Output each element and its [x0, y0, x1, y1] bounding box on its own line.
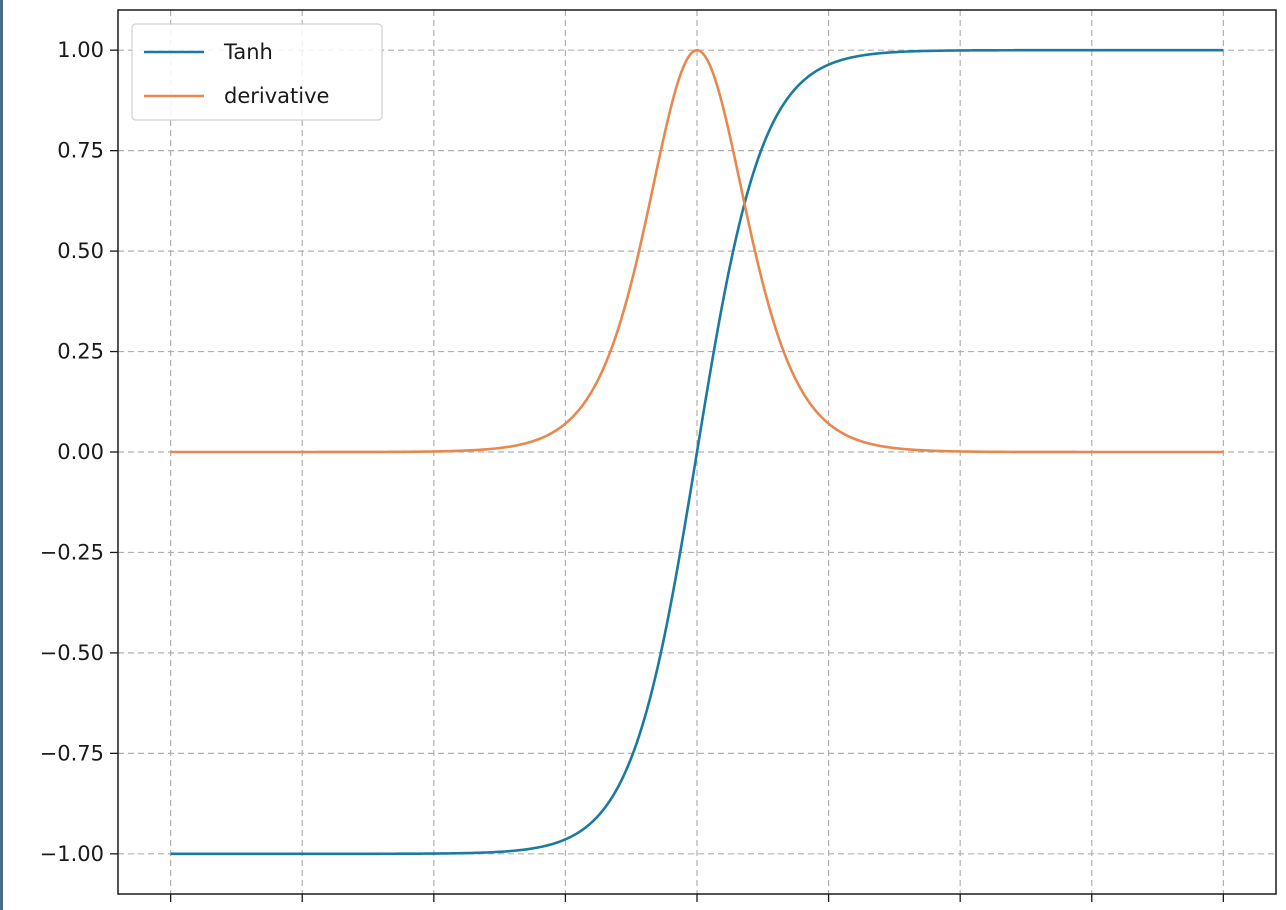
y-tick-label: 1.00: [57, 38, 104, 62]
y-tick-label: 0.50: [57, 239, 104, 263]
y-tick-label: −0.75: [40, 741, 104, 765]
window-edge: [0, 0, 3, 910]
series-lines: [170, 48, 1224, 856]
y-tick-label: −1.00: [40, 842, 104, 866]
series-line-derivative: [170, 48, 1224, 454]
y-tick-label: 0.25: [57, 340, 104, 364]
series-line-tanh: [170, 48, 1224, 856]
y-tick-label: 0.00: [57, 440, 104, 464]
legend: Tanh derivative: [131, 23, 383, 121]
y-tick-label: −0.25: [40, 540, 104, 564]
axis-ticks: 1.00 0.75 0.50 0.25 0.00 −0.25 −0.50 −0.75 −1.00: [40, 38, 1225, 902]
legend-label-derivative: derivative: [224, 84, 329, 108]
y-tick-label: −0.50: [40, 641, 104, 665]
y-tick-label: 0.75: [57, 139, 104, 163]
legend-label-tanh: Tanh: [223, 40, 273, 64]
